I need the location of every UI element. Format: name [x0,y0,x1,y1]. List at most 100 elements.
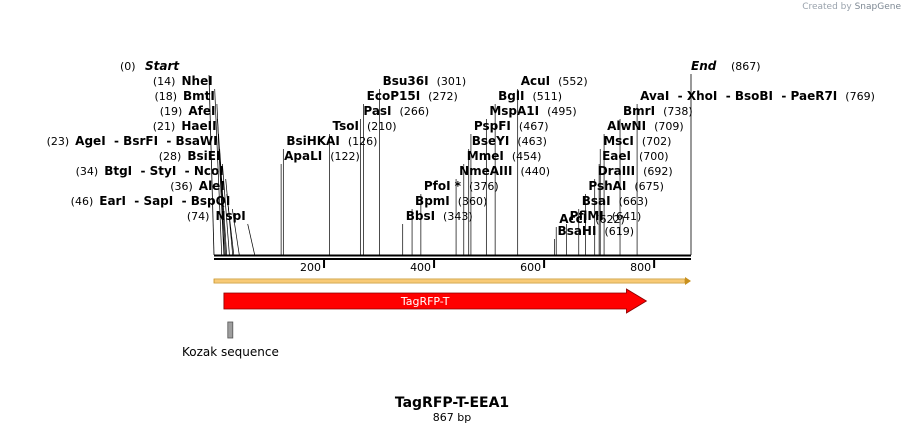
site-ecop15i[interactable]: EcoP15I (272) [367,89,458,103]
site-line-bsiei [222,163,230,256]
site-bsihkai[interactable]: BsiHKAI (126) [286,134,377,148]
site-position: (702) [642,135,672,148]
site-pasi[interactable]: PasI (266) [363,104,429,118]
site-afei[interactable]: AfeI (19) [160,104,216,118]
kozak-sequence-box[interactable] [227,321,234,339]
site-position: (272) [428,90,458,103]
site-apali[interactable]: ApaLI (122) [284,149,360,163]
site-name: AlwNI [607,119,646,133]
site-alei[interactable]: AleI(36) [170,179,225,193]
sequence-range-bar [213,278,686,284]
credit-prefix: Created by [802,2,852,12]
site-position: (14) [153,75,176,88]
site-tsoi[interactable]: TsoI (210) [333,119,397,133]
site-bsahi[interactable]: BsaHI (619) [558,224,635,238]
site-name: EarI - SapI - BspQI [99,194,230,208]
site-position: (511) [532,90,562,103]
kozak-sequence-label: Kozak sequence [182,345,279,359]
site-name: NmeAIII [459,164,512,178]
site-name: NspI [215,209,245,223]
feature-tagrfp-t-arrow[interactable] [223,288,648,314]
site-nmeaiii[interactable]: NmeAIII (440) [459,164,550,178]
site-position: (552) [558,75,588,88]
tick-label-600: 600 [520,261,541,274]
site-name: PfoI * [424,179,462,193]
site-bgli[interactable]: BglI (511) [498,89,562,103]
site-name: BtgI - StyI - NcoI [104,164,224,178]
site-name: DraIII [598,164,635,178]
site-name: BmtI [183,89,215,103]
site-name: BsiHKAI [286,134,340,148]
site-btgi-styi-ncoi[interactable]: BtgI - StyI - NcoI (34) [76,164,224,178]
map-title: TagRFP-T-EEA1 [395,395,509,411]
site-position: (122) [330,150,360,163]
site-position: (495) [547,105,577,118]
feature-tagrfp-t-label: TagRFP-T [400,295,450,308]
site-pshai[interactable]: PshAI (675) [588,179,664,193]
site-agei-bsrfi-bsawi[interactable]: AgeI - BsrFI - BsaWI (23) [47,134,218,148]
site-alwni[interactable]: AlwNI (709) [607,119,684,133]
site-position: (692) [643,165,673,178]
site-position: (769) [845,90,875,103]
site-name: BsaHI [558,224,597,238]
site-bmri[interactable]: BmrI (738) [623,104,693,118]
site-bseyi[interactable]: BseYI (463) [472,134,547,148]
site-haeii[interactable]: HaeII (21) [153,119,217,133]
site-name: MscI [603,134,634,148]
site-position: (641) [612,210,642,223]
site-position: (126) [348,135,378,148]
site-bmti[interactable]: BmtI (18) [154,89,214,103]
site-name: EaeI [602,149,631,163]
site-name: BbsI [406,209,435,223]
site-name: MspA1I [489,104,539,118]
site-bbsi[interactable]: BbsI (343) [406,209,473,223]
site-line-eari-sapi-bspqi [231,208,240,256]
site-mmei[interactable]: MmeI (454) [467,149,542,163]
site-name: AcuI [521,74,550,88]
site-mspa1i[interactable]: MspA1I (495) [489,104,576,118]
site-position: (467) [519,120,549,133]
site-pflmi[interactable]: PflMI (641) [570,209,642,223]
site-bpmi[interactable]: BpmI (360) [415,194,487,208]
site-position: (23) [47,135,70,148]
site-eaei[interactable]: EaeI (700) [602,149,669,163]
site-eari-sapi-bspqi[interactable]: EarI - SapI - BspQI (46) [71,194,231,208]
site-bsiei[interactable]: BsiEI (28) [159,149,221,163]
site-position: (675) [634,180,664,193]
site-acui[interactable]: AcuI (552) [521,74,588,88]
site-name: BpmI [415,194,450,208]
site-position: (663) [619,195,649,208]
site-position: (301) [437,75,467,88]
site-acci[interactable]: AccI (622) [559,212,625,226]
site-name: AvaI - XhoI - BsoBI - PaeR7I [640,89,837,103]
site-bsu36i[interactable]: Bsu36I (301) [383,74,467,88]
site-bsai[interactable]: BsaI (663) [582,194,648,208]
map-length: 867 bp [433,411,471,424]
site-draiii[interactable]: DraIII (692) [598,164,673,178]
site-nspi[interactable]: NspI (74) [187,209,246,223]
site-name: BmrI [623,104,655,118]
ruler-ticks: 200 400 600 800 [300,260,656,274]
site-position: (36) [170,180,193,193]
site-pfoi[interactable]: PfoI * (376) [424,179,499,193]
site-nhei[interactable]: NheI (14) [153,74,213,88]
site-position: (360) [458,195,488,208]
site-name: BsaI [582,194,611,208]
sequence-range-arrowhead [685,277,691,285]
site-position: (709) [654,120,684,133]
dna-backbone-top-strand [214,254,691,257]
site-position: (376) [469,180,499,193]
site-msci[interactable]: MscI (702) [603,134,671,148]
site-position: (28) [159,150,182,163]
site-position: (454) [512,150,542,163]
site-position: (21) [153,120,176,133]
site-pspfi[interactable]: PspFI (467) [474,119,549,133]
site-name: HaeII [181,119,216,133]
site-position: (440) [520,165,550,178]
end-marker-position: (867) [731,60,761,73]
site-position: (343) [443,210,473,223]
site-labels: NheI (14) BmtI (18) AfeI (19)HaeII (21)AgeI - … [47,74,875,238]
site-position: (700) [639,150,669,163]
site-avai-xhoi-bsobi-paer7i[interactable]: AvaI - XhoI - BsoBI - PaeR7I (769) [640,89,875,103]
